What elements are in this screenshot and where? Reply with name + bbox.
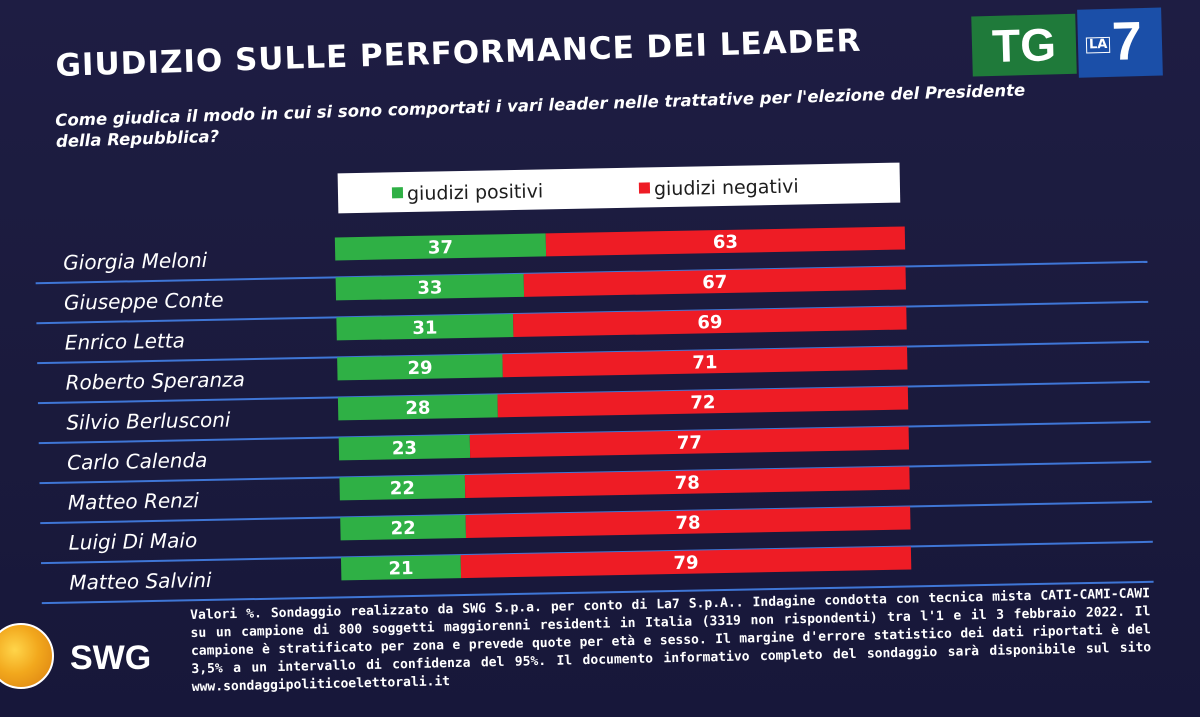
- bar-negative: [513, 306, 907, 338]
- category-label: Enrico Letta: [65, 328, 186, 354]
- category-label: Carlo Calenda: [67, 448, 208, 475]
- bar-positive: [337, 354, 503, 381]
- bar-negative: [545, 226, 906, 257]
- category-label: Roberto Speranza: [65, 367, 245, 394]
- data-label-negative: 67: [702, 272, 727, 293]
- data-label-positive: 22: [390, 478, 415, 499]
- legend-positive-swatch: [391, 187, 404, 199]
- legend-box: [337, 162, 901, 214]
- data-label-positive: 29: [407, 358, 432, 379]
- legend-negative-swatch: [638, 182, 651, 194]
- data-label-positive: 23: [392, 438, 417, 459]
- bar-positive: [337, 394, 498, 421]
- globe-icon: [0, 623, 54, 689]
- bar-negative: [502, 346, 908, 378]
- data-label-negative: 77: [677, 432, 702, 453]
- data-label-negative: 63: [713, 232, 738, 253]
- bar-negative: [464, 466, 910, 498]
- category-label: Silvio Berlusconi: [66, 407, 231, 434]
- data-label-positive: 22: [390, 518, 415, 539]
- bar-negative: [469, 426, 910, 458]
- legend-negative-label: giudizi negativi: [654, 176, 799, 201]
- data-label-positive: 33: [417, 277, 442, 298]
- swg-logo-text: SWG: [70, 639, 152, 677]
- category-label: Luigi Di Maio: [68, 528, 197, 554]
- bar-positive: [338, 434, 471, 461]
- data-label-positive: 28: [405, 398, 430, 419]
- bar-positive: [340, 555, 462, 581]
- data-label-negative: 78: [675, 512, 700, 533]
- bar-positive: [340, 514, 467, 541]
- data-label-positive: 31: [412, 317, 437, 338]
- data-label-positive: 37: [428, 237, 453, 258]
- data-label-positive: 21: [388, 558, 413, 579]
- bar-positive: [339, 474, 466, 501]
- bar-negative: [460, 546, 912, 579]
- category-label: Matteo Renzi: [68, 488, 200, 515]
- bar-positive: [336, 314, 514, 341]
- bar-negative: [523, 266, 906, 297]
- bar-positive: [335, 273, 525, 301]
- data-label-negative: 78: [675, 472, 700, 493]
- row-separator: [41, 580, 1154, 605]
- category-label: Giorgia Meloni: [63, 248, 208, 275]
- legend-positive-label: giudizi positivi: [407, 180, 544, 205]
- chart-plot-group: giudizi positivi giudizi negativi Giorgia …: [35, 162, 1154, 605]
- data-label-negative: 71: [692, 352, 717, 373]
- bar-negative: [497, 386, 909, 418]
- data-label-negative: 72: [690, 392, 715, 413]
- swg-logo: SWG: [0, 615, 180, 695]
- data-label-negative: 69: [697, 312, 722, 333]
- bar-negative: [465, 506, 911, 538]
- category-label: Giuseppe Conte: [64, 288, 224, 315]
- bar-positive: [334, 233, 547, 261]
- category-label: Matteo Salvini: [69, 568, 212, 595]
- data-label-negative: 79: [673, 553, 698, 574]
